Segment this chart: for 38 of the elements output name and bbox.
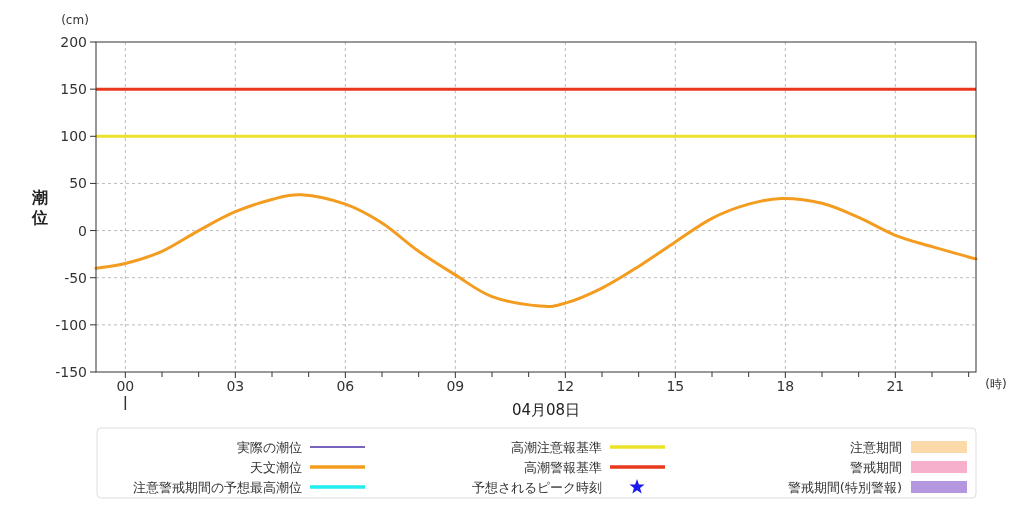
- y-tick-label: -100: [55, 316, 87, 333]
- legend-item: 実際の潮位: [237, 440, 366, 455]
- y-tick-label: 0: [78, 222, 87, 239]
- legend-label: 実際の潮位: [237, 440, 302, 455]
- x-tick-label: 06: [336, 378, 355, 394]
- y-tick-label: 50: [69, 175, 87, 192]
- text: (cm): [61, 13, 89, 27]
- x-tick-label: 15: [666, 378, 685, 394]
- y-tick-label: -150: [55, 364, 87, 380]
- x-tick-label: 21: [886, 378, 905, 394]
- legend-label: 天文潮位: [250, 460, 302, 475]
- x-tick-label: 09: [446, 378, 465, 394]
- legend-item: 高潮警報基準: [524, 460, 665, 475]
- legend-item: 注意警戒期間の予想最高潮位: [133, 480, 365, 495]
- x-axis-title: 04月08日: [511, 401, 581, 419]
- legend-label: 警戒期間: [850, 460, 902, 475]
- y-axis-title: 潮位: [31, 188, 48, 227]
- y-tick-label: -50: [64, 269, 87, 286]
- legend-label: 高潮注意報基準: [511, 440, 602, 455]
- legend-item: 警戒期間(特別警報): [787, 480, 967, 495]
- legend-label: 予想されるピーク時刻: [472, 480, 602, 495]
- legend-item: 天文潮位: [250, 460, 365, 475]
- legend-item: 警戒期間: [850, 460, 967, 475]
- legend-label: 注意警戒期間の予想最高潮位: [133, 480, 302, 495]
- y-tick-label: 100: [60, 128, 87, 145]
- x-tick-label: 00: [116, 378, 135, 394]
- legend-item: 予想されるピーク時刻: [472, 479, 645, 495]
- legend-item: 高潮注意報基準: [511, 440, 665, 455]
- legend-label: 警戒期間(特別警報): [787, 480, 902, 495]
- y-tick-label: 200: [60, 34, 87, 50]
- y-tick-label: 150: [60, 81, 87, 98]
- x-tick-label: 03: [226, 378, 245, 394]
- legend-label: 高潮警報基準: [524, 460, 602, 475]
- legend-item: 注意期間: [850, 440, 967, 455]
- legend-label: 注意期間: [850, 440, 902, 455]
- text: (時): [985, 377, 1007, 391]
- x-tick-label: 12: [556, 378, 575, 394]
- x-tick-label: 18: [776, 378, 795, 394]
